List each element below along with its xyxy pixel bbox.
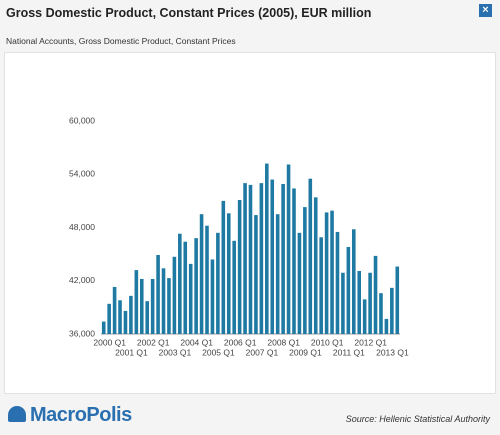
y-tick-label: 60,000: [69, 115, 95, 125]
x-tick-label: 2007 Q1: [246, 347, 279, 357]
chart-title: Gross Domestic Product, Constant Prices …: [6, 6, 372, 20]
bar: [107, 303, 111, 334]
close-button[interactable]: ×: [479, 4, 492, 17]
x-tick-label: 2002 Q1: [137, 337, 170, 347]
x-tick-label: 2008 Q1: [267, 337, 300, 347]
x-tick-label: 2001 Q1: [115, 347, 148, 357]
bar: [265, 163, 269, 334]
y-tick-label: 54,000: [69, 169, 95, 179]
bar: [178, 233, 182, 334]
bar: [341, 272, 345, 334]
chart-panel: 36,000 42,000 48,000 54,000 60,000 2000 Q1 200…: [4, 52, 496, 394]
bar: [313, 197, 318, 334]
bar: [384, 318, 389, 334]
bar: [183, 241, 188, 334]
bar: [156, 255, 160, 334]
bar: [379, 293, 383, 334]
bar: [357, 270, 362, 334]
bar: [308, 178, 313, 334]
y-tick-label: 48,000: [69, 222, 95, 232]
bar: [188, 263, 193, 334]
x-tick-label: 2013 Q1: [376, 347, 409, 357]
bar: [281, 184, 285, 334]
x-tick-label: 2005 Q1: [202, 347, 235, 357]
bar: [259, 183, 264, 334]
bar: [129, 295, 133, 334]
bar: [237, 199, 242, 334]
bar: [150, 278, 155, 334]
bar: [161, 268, 166, 334]
bar: [221, 200, 226, 334]
logo-icon: [8, 406, 26, 422]
bar: [194, 238, 198, 334]
y-tick-label: 42,000: [69, 275, 95, 285]
chart-subtitle: National Accounts, Gross Domestic Produc…: [6, 36, 236, 46]
bar: [275, 214, 280, 334]
x-tick-label: 2010 Q1: [311, 337, 344, 347]
bar: [145, 301, 150, 334]
bar: [351, 229, 356, 334]
y-tick-label: 36,000: [69, 328, 95, 338]
bar: [335, 231, 340, 334]
bar: [232, 240, 236, 334]
bar: [292, 188, 296, 334]
bar: [210, 259, 215, 334]
x-tick-label: 2004 Q1: [180, 337, 213, 347]
bar: [134, 270, 139, 334]
x-tick-label: 2011 Q1: [333, 347, 365, 357]
x-tick-label: 2006 Q1: [224, 337, 257, 347]
logo[interactable]: MacroPolis: [30, 404, 132, 426]
bar: [362, 299, 367, 334]
x-tick-label: 2000 Q1: [93, 337, 126, 347]
bar: [139, 278, 144, 334]
bar: [319, 237, 323, 334]
bar: [101, 321, 106, 334]
bar: [205, 225, 209, 334]
bar: [330, 210, 334, 334]
bar: [167, 278, 171, 334]
bar: [324, 212, 329, 334]
bar: [123, 310, 128, 334]
bar: [368, 272, 372, 334]
x-tick-label: 2003 Q1: [159, 347, 192, 357]
bar: [172, 256, 177, 334]
bar: [216, 232, 220, 334]
bar: [243, 183, 247, 334]
bar: [390, 287, 394, 334]
bar: [346, 247, 351, 334]
bar: [270, 179, 275, 334]
bar: [297, 232, 302, 334]
bar: [118, 300, 122, 334]
footer: MacroPolis Source: Hellenic Statistical …: [0, 398, 500, 435]
bar: [199, 214, 204, 334]
bar: [373, 255, 378, 334]
x-tick-label: 2012 Q1: [354, 337, 387, 347]
bar: [112, 286, 117, 334]
source: Source: Hellenic Statistical Authority: [345, 414, 490, 424]
bar: [286, 164, 291, 334]
x-tick-label: 2009 Q1: [289, 347, 322, 357]
bar: [248, 184, 253, 334]
bar: [226, 213, 231, 334]
bar: [395, 266, 400, 334]
bar: [254, 215, 258, 334]
bar: [303, 207, 307, 334]
